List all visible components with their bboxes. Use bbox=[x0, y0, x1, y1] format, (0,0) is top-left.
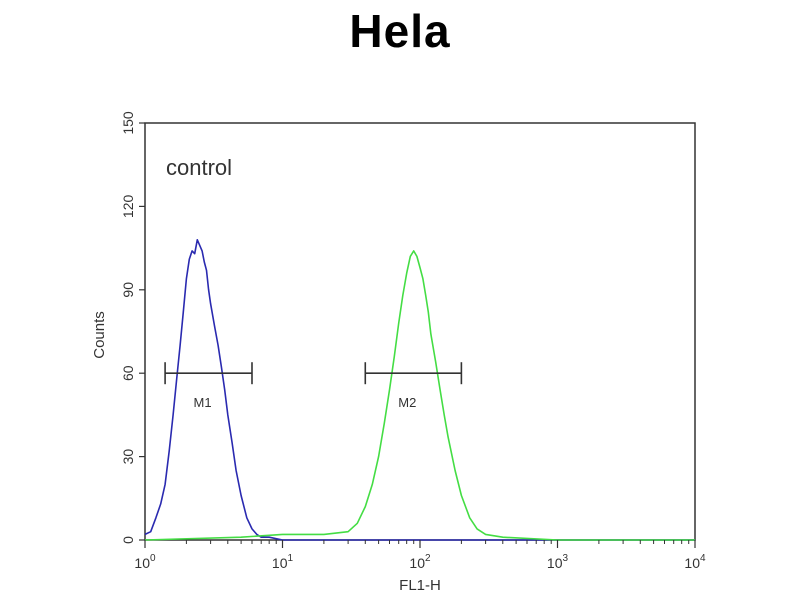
marker-label-m2: M2 bbox=[398, 395, 416, 410]
histogram-series-2 bbox=[144, 250, 695, 541]
x-tick-label: 103 bbox=[547, 553, 569, 571]
y-tick-label: 30 bbox=[120, 449, 136, 465]
plot-frame bbox=[144, 122, 696, 541]
histogram-series-1 bbox=[144, 239, 695, 541]
x-tick-label: 100 bbox=[134, 553, 156, 571]
y-tick-label: 0 bbox=[120, 536, 136, 544]
chart-title: Hela bbox=[349, 5, 451, 57]
control-annotation: control bbox=[166, 155, 232, 180]
x-axis-label: FL1-H bbox=[399, 577, 441, 594]
y-tick-label: 60 bbox=[120, 365, 136, 381]
y-tick-label: 120 bbox=[120, 195, 136, 219]
y-tick-label: 150 bbox=[120, 111, 136, 135]
y-axis-label: Counts bbox=[91, 311, 108, 359]
marker-label-m1: M1 bbox=[194, 395, 212, 410]
x-tick-label: 101 bbox=[272, 553, 294, 571]
x-tick-label: 104 bbox=[684, 553, 706, 571]
y-tick-label: 90 bbox=[120, 282, 136, 298]
x-tick-label: 102 bbox=[409, 553, 431, 571]
